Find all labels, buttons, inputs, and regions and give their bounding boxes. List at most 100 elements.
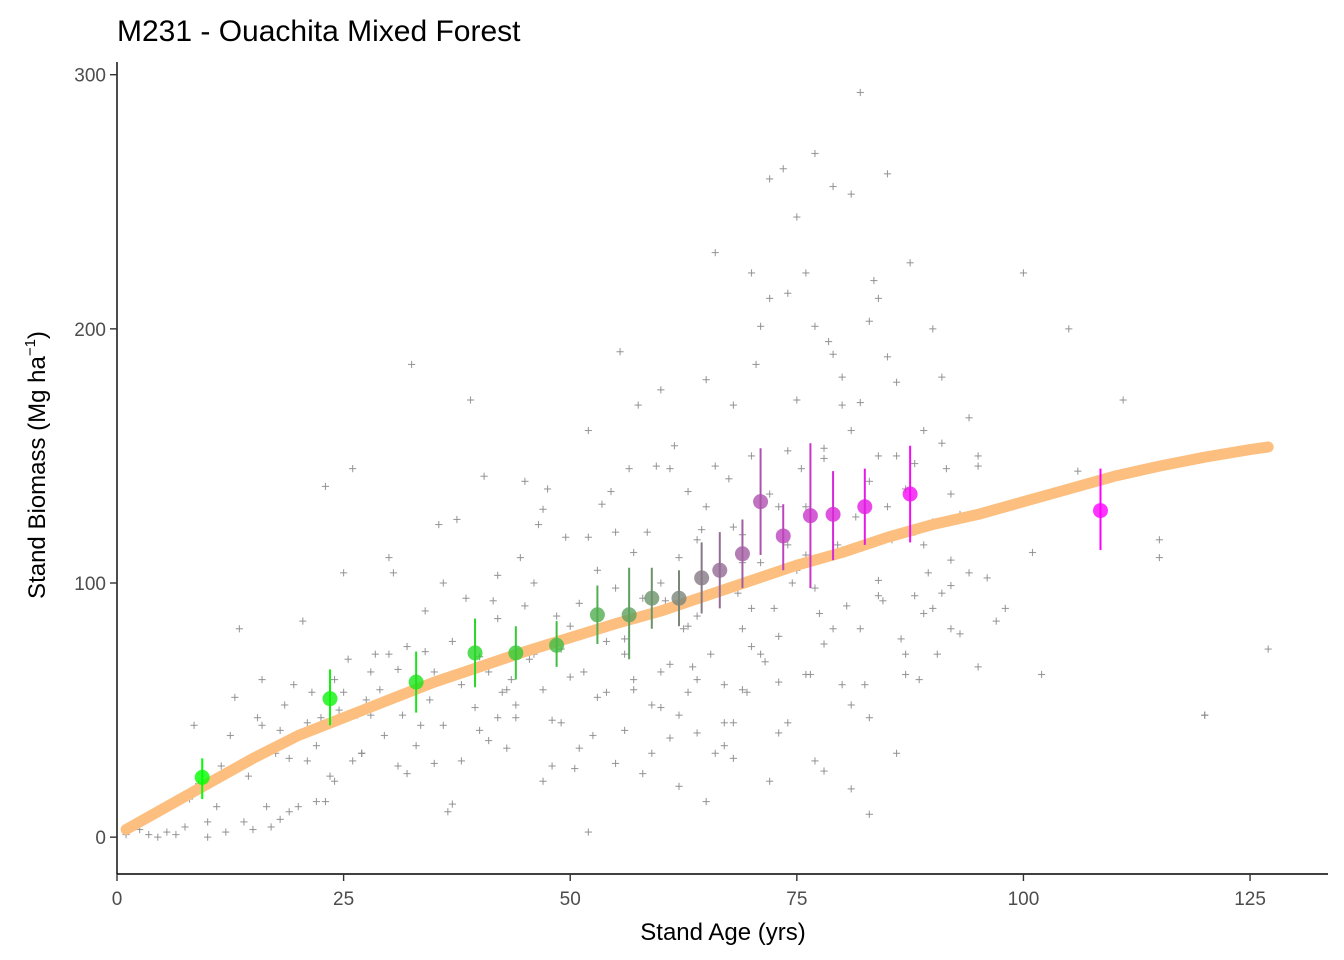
scatter-point: [457, 681, 466, 689]
scatter-point: [693, 612, 701, 620]
scatter-point: [312, 797, 321, 806]
scatter-point: [498, 688, 506, 696]
scatter-point: [385, 553, 393, 562]
y-axis-ticks: 0 100 200 300: [74, 66, 117, 849]
scatter-point: [743, 688, 751, 696]
scatter-point: [874, 452, 883, 460]
scatter-point: [788, 579, 796, 587]
scatter-point: [358, 749, 366, 757]
scatter-point: [811, 584, 819, 592]
y-tick-label: 200: [74, 320, 106, 341]
scatter-point: [394, 762, 402, 770]
scatter-point: [675, 782, 683, 790]
scatter-point: [448, 800, 456, 808]
scatter-point: [1001, 604, 1009, 613]
scatter-point: [729, 523, 737, 531]
scatter-point: [766, 294, 774, 302]
scatter-point: [870, 276, 878, 285]
scatter-point: [258, 721, 266, 729]
scatter-point: [602, 688, 611, 696]
scatter-point: [992, 617, 1000, 625]
mean-point: [621, 607, 637, 623]
scatter-point: [253, 714, 262, 722]
scatter-point: [938, 589, 946, 597]
scatter-point: [698, 526, 706, 534]
scatter-point: [747, 642, 756, 651]
scatter-point: [430, 759, 438, 768]
scatter-point: [766, 777, 774, 785]
binned-mean: [508, 626, 524, 680]
mean-point: [322, 691, 338, 707]
scatter-point: [317, 714, 325, 722]
mean-point: [753, 494, 769, 510]
scatter-point: [775, 503, 783, 511]
scatter-point: [385, 650, 393, 658]
scatter-point: [938, 439, 946, 447]
scatter-point: [702, 376, 710, 384]
scatter-point: [820, 444, 828, 452]
scatter-point: [417, 721, 425, 729]
binned-mean: [194, 758, 210, 800]
scatter-point: [938, 373, 946, 381]
x-axis-label: Stand Age (yrs): [640, 919, 805, 946]
scatter-point: [525, 655, 534, 663]
scatter-point: [621, 635, 629, 643]
scatter-point: [430, 668, 438, 676]
scatter-point: [856, 88, 864, 97]
scatter-point: [847, 785, 855, 793]
scatter-point: [621, 650, 629, 658]
scatter-point: [865, 810, 873, 818]
scatter-point: [838, 401, 846, 409]
scatter-point: [897, 635, 905, 643]
scatter-point: [865, 477, 873, 485]
y-tick-label: 0: [95, 828, 106, 849]
scatter-point: [584, 426, 592, 435]
scatter-point: [457, 757, 466, 765]
scatter-point: [217, 762, 225, 770]
mean-point: [671, 590, 687, 606]
scatter-point: [494, 714, 502, 722]
y-tick-label: 300: [74, 66, 106, 87]
binned-mean: [549, 621, 565, 667]
scatter-point: [643, 528, 651, 536]
scatter-point: [539, 505, 547, 513]
scatter-layer: [122, 88, 1272, 841]
scatter-point: [874, 592, 883, 600]
scatter-point: [811, 757, 819, 765]
scatter-point: [181, 823, 189, 831]
scatter-point: [648, 749, 656, 757]
scatter-point: [412, 742, 420, 750]
scatter-point: [820, 767, 828, 775]
mean-point: [694, 570, 710, 586]
scatter-point: [521, 477, 529, 485]
scatter-point: [666, 660, 674, 668]
scatter-point: [262, 803, 271, 811]
binned-mean: [694, 542, 710, 614]
scatter-point: [267, 823, 275, 831]
scatter-point: [575, 744, 583, 752]
x-tick-label: 25: [333, 889, 354, 910]
scatter-point: [911, 592, 919, 600]
mean-point: [508, 645, 524, 661]
scatter-point: [367, 668, 375, 676]
scatter-point: [340, 569, 348, 577]
scatter-point: [285, 808, 293, 816]
scatter-point: [802, 670, 810, 679]
scatter-point: [389, 569, 398, 577]
scatter-point: [856, 398, 864, 407]
scatter-point: [584, 828, 592, 836]
scatter-point: [974, 663, 982, 671]
binned-mean: [644, 567, 660, 629]
scatter-point: [920, 541, 928, 549]
scatter-point: [838, 373, 846, 381]
mean-point: [589, 607, 605, 623]
scatter-point: [303, 757, 311, 765]
scatter-point: [729, 719, 737, 727]
y-axis-label-superscript: −1: [22, 339, 39, 356]
scatter-point: [575, 599, 583, 607]
scatter-point: [507, 675, 515, 684]
scatter-point: [942, 465, 950, 473]
scatter-point: [965, 569, 973, 577]
scatter-point: [738, 686, 747, 694]
scatter-point: [553, 612, 561, 620]
